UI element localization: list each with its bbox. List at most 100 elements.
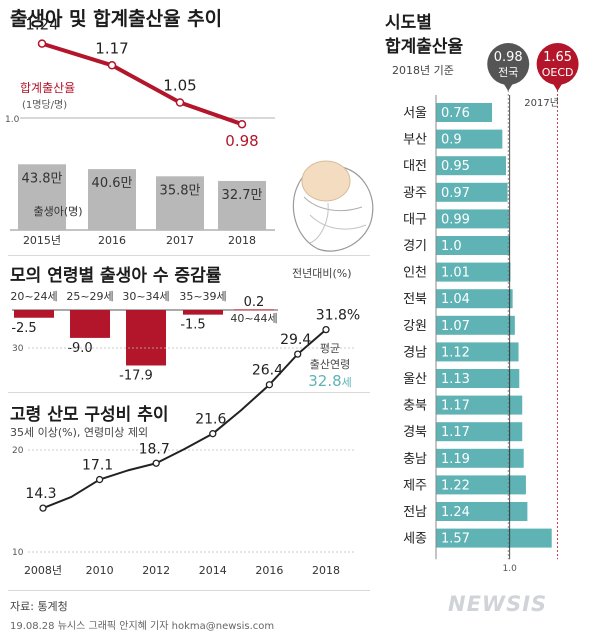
national-marker-circle — [487, 43, 530, 85]
region-bar — [436, 262, 511, 282]
mean-age-label1: 평균 — [319, 342, 341, 355]
region-bar — [436, 129, 503, 149]
source: 자료: 통계청 — [10, 600, 68, 613]
region-bar — [436, 502, 528, 521]
region-bar — [436, 342, 519, 362]
national-marker-value: 0.98 — [494, 50, 523, 65]
tfr-point — [175, 98, 185, 107]
region-label: 울산 — [403, 372, 427, 387]
baby-illustration — [292, 160, 374, 252]
region-label: 경기 — [403, 239, 427, 254]
older-ytick: 10 — [12, 548, 24, 558]
region-bar-label: 0.99 — [441, 212, 470, 227]
oecd-marker-label: OECD — [542, 66, 574, 79]
region-bar — [436, 475, 526, 495]
region-bar-label: 0.97 — [441, 186, 470, 201]
tfr-point — [37, 39, 47, 48]
tfr-point-label: 0.98 — [225, 132, 258, 150]
region-label: 부산 — [403, 133, 427, 148]
region-bar-label: 1.0 — [441, 239, 462, 254]
national-marker-label: 전국 — [498, 66, 518, 79]
region-label: 전남 — [403, 505, 427, 520]
age-category-label: 40~44세 — [230, 312, 277, 325]
births-bar-label: 43.8만 — [22, 171, 63, 186]
age-category-label: 35~39세 — [179, 290, 226, 303]
older-point — [95, 475, 104, 484]
mean-age-unit: 세 — [341, 376, 352, 389]
births-bar-label: 32.7만 — [222, 188, 263, 203]
older-xtick: 2014 — [199, 564, 227, 577]
births-xtick: 2018 — [228, 234, 256, 247]
older-point — [152, 459, 160, 467]
age-category-label: 30~34세 — [122, 290, 169, 303]
births-bar — [218, 180, 266, 230]
older-point-label: 29.4 — [280, 332, 311, 348]
tfr-reference-label: 1.0 — [5, 115, 20, 125]
region-bar — [436, 528, 552, 548]
region-label: 경북 — [403, 425, 427, 440]
region-label: 인천 — [403, 266, 427, 281]
older-xtick: 2012 — [142, 564, 170, 577]
age-chart: -2.520~24세-9.025~29세-17.930~34세-1.535~39… — [10, 290, 278, 383]
older-point-label: 26.4 — [252, 363, 283, 379]
region-bar-label: 1.04 — [441, 292, 470, 307]
older-point-label: 21.6 — [195, 412, 226, 428]
births-bar — [18, 164, 66, 230]
older-point — [322, 325, 330, 334]
region-bar — [436, 289, 513, 309]
section-divider — [8, 255, 370, 256]
oecd-marker-circle — [536, 43, 579, 85]
region-bar — [436, 448, 524, 468]
watermark: NEWSIS — [448, 592, 548, 616]
oecd-marker-year: 2017년 — [524, 97, 559, 109]
births-bar-label: 40.6만 — [92, 176, 133, 191]
region-label: 충남 — [403, 452, 427, 467]
births-bar — [156, 176, 204, 230]
age-category-label: 25~29세 — [66, 290, 113, 303]
mean-age-number: 32.8 — [308, 372, 342, 390]
older-note: 35세 이상(%), 연령미상 제외 — [10, 426, 149, 439]
births-title: 출생아 및 합계출산율 추이 — [10, 8, 223, 30]
region-bar-label: 0.9 — [441, 133, 462, 148]
region-bar-label: 1.24 — [441, 505, 470, 520]
age-bar — [126, 310, 166, 366]
credit: 19.08.28 뉴시스 그래픽 안지혜 기자 hokma@newsis.com — [10, 621, 275, 632]
births-series-label: 출생아(명) — [33, 205, 82, 218]
region-label: 대구 — [403, 212, 427, 227]
tfr-unit-label: (1명당/명) — [22, 99, 67, 111]
region-label: 제주 — [403, 478, 427, 493]
region-bar — [436, 236, 510, 255]
older-point-label: 14.3 — [25, 486, 56, 502]
older-point-label: 18.7 — [139, 441, 170, 457]
age-note: 전년대비(%) — [292, 267, 352, 280]
age-bar-label: -2.5 — [11, 321, 36, 336]
age-bar-label: -17.9 — [119, 368, 153, 383]
region-bar-label: 1.19 — [441, 452, 470, 467]
older-xtick: 2010 — [86, 564, 114, 577]
section-divider — [8, 590, 370, 591]
region-reference-label: 1.0 — [503, 564, 518, 574]
region-bar-label: 1.57 — [441, 532, 470, 547]
region-label: 대전 — [403, 159, 427, 174]
age-bar-label: -1.5 — [180, 318, 205, 333]
tfr-line — [41, 41, 243, 127]
tfr-point — [107, 61, 117, 70]
region-bar-label: 0.95 — [441, 159, 470, 174]
births-xtick: 2015년 — [23, 234, 61, 247]
tfr-point-label: 1.17 — [95, 39, 128, 57]
region-bar-label: 1.17 — [441, 399, 470, 414]
regional-title-2: 합계출산율 — [385, 37, 464, 57]
mean-age-value: 32.8세 — [290, 372, 370, 390]
age-bar — [234, 309, 274, 311]
region-bar-label: 1.17 — [441, 425, 470, 440]
region-label: 강원 — [403, 319, 427, 334]
region-label: 세종 — [403, 532, 427, 547]
older-chart: 10 20 30 14.3 17.1 18.7 21.6 26.4 29.4 31.8% 2008년… — [12, 308, 360, 577]
tfr-point-label: 1.05 — [163, 77, 196, 95]
older-ytick: 30 — [12, 344, 24, 354]
regional-year: 2018년 기준 — [392, 64, 454, 77]
regional-title: 시도별 — [385, 13, 432, 33]
region-bar — [436, 156, 507, 176]
